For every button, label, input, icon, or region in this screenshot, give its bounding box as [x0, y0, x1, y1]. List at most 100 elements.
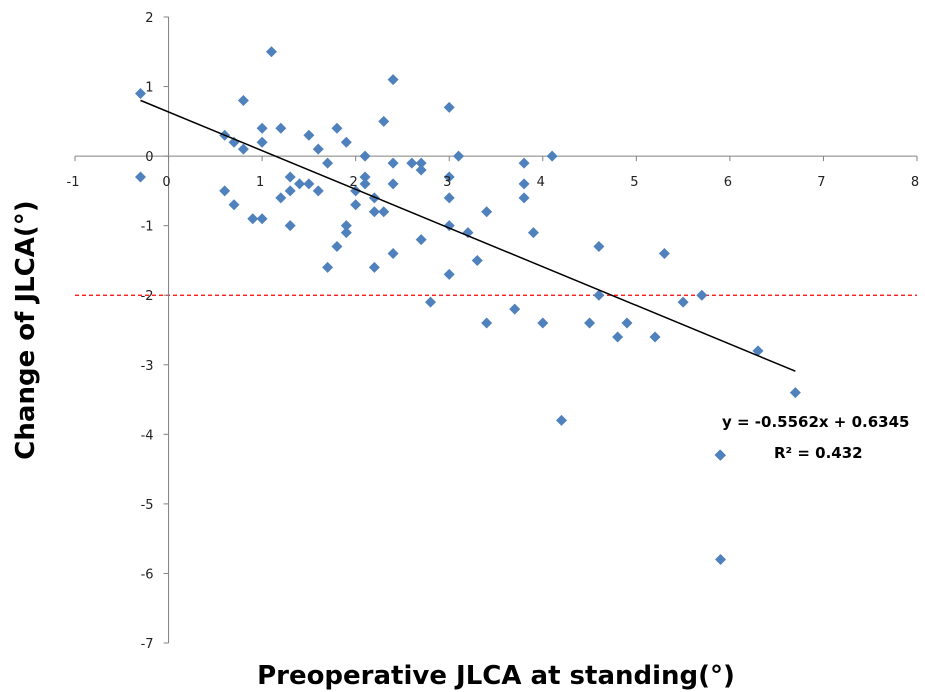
- data-point: [359, 178, 371, 190]
- data-point: [275, 192, 287, 204]
- data-point: [256, 136, 268, 148]
- y-tick-label: 2: [145, 11, 153, 26]
- data-point: [546, 150, 558, 162]
- data-point: [415, 157, 427, 169]
- trendline-layer: [140, 99, 796, 372]
- y-tick-label: -4: [141, 428, 154, 443]
- data-point: [612, 331, 624, 343]
- data-point: [752, 345, 764, 357]
- data-point: [443, 101, 455, 113]
- data-point: [593, 241, 605, 253]
- data-point: [284, 185, 296, 197]
- x-tick-label: 8: [911, 175, 919, 190]
- data-point: [294, 178, 306, 190]
- data-point: [312, 143, 324, 155]
- x-tick-label: 5: [630, 175, 638, 190]
- x-tick-label: 2: [350, 175, 358, 190]
- axes: [74, 16, 918, 644]
- legend-marker: [714, 449, 726, 461]
- data-point: [378, 115, 390, 127]
- data-point: [509, 303, 521, 315]
- data-point: [237, 143, 249, 155]
- data-point: [340, 136, 352, 148]
- data-point: [368, 261, 380, 273]
- data-point: [303, 178, 315, 190]
- y-tick-label: -5: [141, 498, 154, 513]
- data-point: [537, 317, 549, 329]
- data-point: [518, 157, 530, 169]
- data-point: [387, 157, 399, 169]
- y-tick-label: -7: [141, 637, 154, 652]
- data-point: [312, 185, 324, 197]
- data-point: [658, 247, 670, 259]
- y-tick-label: 0: [145, 150, 153, 165]
- data-point: [387, 178, 399, 190]
- data-point: [696, 289, 708, 301]
- data-point: [219, 185, 231, 197]
- y-tick-label: -2: [141, 289, 154, 304]
- data-point: [340, 227, 352, 239]
- x-tick-label: 6: [724, 175, 732, 190]
- data-point: [481, 317, 493, 329]
- data-point: [387, 247, 399, 259]
- data-point: [443, 171, 455, 183]
- data-point: [789, 387, 801, 399]
- data-point: [378, 206, 390, 218]
- y-tick-label: -3: [141, 359, 154, 374]
- data-point: [331, 122, 343, 134]
- data-point: [425, 296, 437, 308]
- data-point: [677, 296, 689, 308]
- data-point: [584, 317, 596, 329]
- data-point: [284, 171, 296, 183]
- x-tick-label: 7: [817, 175, 825, 190]
- data-point: [715, 554, 727, 566]
- data-point: [368, 206, 380, 218]
- data-point: [518, 178, 530, 190]
- trendline-equation: y = -0.5562x + 0.6345: [722, 413, 909, 431]
- data-point: [415, 234, 427, 246]
- x-axis-title: Preoperative JLCA at standing(°): [257, 661, 735, 691]
- data-point: [593, 289, 605, 301]
- data-point: [406, 157, 418, 169]
- data-point: [265, 46, 277, 58]
- data-point: [275, 122, 287, 134]
- data-point: [649, 331, 661, 343]
- y-tick-label: -6: [141, 567, 154, 582]
- data-point: [481, 206, 493, 218]
- y-tick-label: -1: [141, 220, 154, 235]
- data-point: [527, 227, 539, 239]
- data-point: [322, 261, 334, 273]
- data-point: [443, 268, 455, 280]
- trendline: [140, 99, 796, 372]
- data-point: [350, 199, 362, 211]
- data-point: [134, 88, 146, 100]
- data-point: [621, 317, 633, 329]
- data-point: [471, 254, 483, 266]
- r-squared-label: R² = 0.432: [774, 444, 863, 462]
- data-point: [331, 241, 343, 253]
- data-point: [453, 150, 465, 162]
- data-point: [237, 94, 249, 106]
- y-axis-title: Change of JLCA(°): [11, 200, 41, 459]
- data-point: [555, 414, 567, 426]
- data-point: [134, 171, 146, 183]
- data-point: [518, 192, 530, 204]
- data-point: [256, 122, 268, 134]
- x-tick-label: 4: [537, 175, 545, 190]
- tick-labels: 2 1 0 -1 -2 -3 -4 -5 -6 -7 -1 0 1 2 3 4 5 6 7 8: [67, 11, 920, 652]
- data-point: [256, 213, 268, 225]
- data-point: [322, 157, 334, 169]
- data-point: [443, 192, 455, 204]
- data-point: [228, 199, 240, 211]
- data-point: [340, 220, 352, 232]
- data-point: [359, 171, 371, 183]
- data-point: [387, 74, 399, 86]
- x-tick-label: 3: [443, 175, 451, 190]
- data-points: [134, 46, 801, 566]
- data-point: [359, 150, 371, 162]
- x-tick-label: -1: [67, 175, 80, 190]
- data-point: [303, 129, 315, 141]
- data-point: [247, 213, 259, 225]
- x-tick-label: 0: [162, 175, 170, 190]
